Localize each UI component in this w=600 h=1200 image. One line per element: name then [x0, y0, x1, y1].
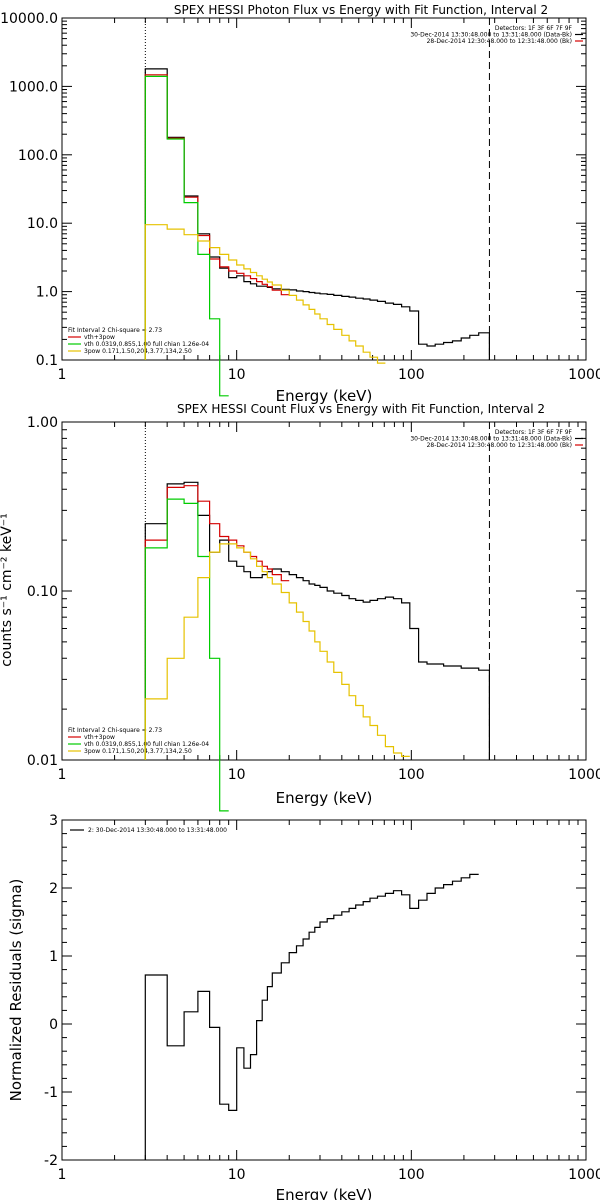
residuals-legend-top: 2: 30-Dec-2014 13:30:48.000 to 13:31:48.…: [70, 827, 227, 834]
photon-flux-series-data-bk: [144, 68, 490, 360]
photon-flux-xlabel: Energy (keV): [276, 387, 373, 405]
residuals-series-2-30-dec-2014-13-30-48-000-to-13-31-48-000: [144, 873, 479, 1160]
photon-flux-series-3pow: [144, 224, 386, 364]
photon-flux-ytick-label: 1.0: [36, 285, 58, 301]
count-flux-panel: SPEX HESSI Count Flux vs Energy with Fit…: [0, 402, 600, 812]
photon-flux-panel: SPEX HESSI Photon Flux vs Energy with Fi…: [0, 3, 600, 405]
residuals-ytick-label: 0: [49, 1017, 58, 1033]
residuals-xtick-label: 10: [228, 1167, 246, 1183]
residuals-marks: [144, 873, 479, 1160]
count-flux-series-vth: [144, 498, 229, 812]
count-flux-plot-frame: [61, 421, 587, 761]
residuals-xtick-label: 100: [398, 1167, 425, 1183]
residuals-ylabel: Normalized Residuals (sigma): [7, 879, 25, 1102]
photon-flux-ytick-label: 1000.0: [9, 79, 58, 95]
residuals-panel: Energy (keV) Normalized Residuals (sigma…: [7, 813, 600, 1200]
count-flux-xtick-label: 1000: [568, 767, 600, 783]
residuals-ytick-label: -1: [44, 1085, 58, 1101]
photon-flux-title: SPEX HESSI Photon Flux vs Energy with Fi…: [174, 3, 548, 17]
residuals-xtick-label: 1: [58, 1167, 67, 1183]
residuals-ticks: 1 10 100 1000 -2 -1 0 1 2 3: [44, 813, 600, 1183]
photon-flux-legend-top-text: 30-Dec-2014 13:30:48.000 to 13:31:48.000…: [410, 32, 572, 39]
photon-flux-ytick-label: 100.0: [18, 148, 58, 164]
photon-flux-legend-bottom-text: Fit Interval 2 Chi-square = 2.73: [68, 327, 162, 334]
count-flux-xtick-label: 10: [228, 767, 246, 783]
photon-flux-series-vth: [144, 75, 229, 397]
photon-flux-legend-bottom: Fit Interval 2 Chi-square = 2.73vth+3pow…: [68, 327, 209, 355]
residuals-legend-top-text: 2: 30-Dec-2014 13:30:48.000 to 13:31:48.…: [88, 827, 227, 834]
count-flux-ytick-label: 0.10: [27, 584, 58, 600]
residuals-xlabel: Energy (keV): [276, 1186, 373, 1200]
count-flux-legend-top-text: 30-Dec-2014 13:30:48.000 to 13:31:48.000…: [410, 436, 572, 443]
count-flux-legend-bottom-text: 3pow 0.171,1.50,204,3.77,134,2.50: [84, 748, 192, 755]
count-flux-ticks: 1 10 100 1000 0.01 0.10 1.00: [27, 415, 600, 783]
photon-flux-ticks: 1 10 100 1000 0.1 1.0 10.0 100.0 1000.0 10000.0: [0, 11, 600, 383]
residuals-plot-frame: [61, 819, 587, 1161]
residuals-ytick-label: 2: [49, 881, 58, 897]
count-flux-ytick-label: 1.00: [27, 415, 58, 431]
residuals-ytick-label: 1: [49, 949, 58, 965]
photon-flux-legend-bottom-text: vth 0.0319,0.855,1.00 full chian 1.26e-0…: [84, 341, 209, 348]
count-flux-series-3pow: [144, 543, 410, 760]
photon-flux-marks: [144, 18, 490, 397]
residuals-ytick-label: -2: [44, 1153, 58, 1169]
count-flux-legend-bottom-text: Fit Interval 2 Chi-square = 2.73: [68, 727, 162, 734]
photon-flux-legend-top-text: 28-Dec-2014 12:30:48.000 to 12:31:48.000…: [427, 38, 572, 45]
count-flux-legend-bottom-text: vth 0.0319,0.855,1.00 full chian 1.26e-0…: [84, 741, 209, 748]
photon-flux-legend-bottom-text: 3pow 0.171,1.50,204,3.77,134,2.50: [84, 348, 192, 355]
photon-flux-legend-bottom-text: vth+3pow: [84, 334, 115, 341]
count-flux-xtick-label: 1: [58, 767, 67, 783]
count-flux-ytick-label: 0.01: [27, 753, 58, 769]
count-flux-legend-top-text: Detectors: 1F 3F 6F 7F 9F: [495, 429, 573, 436]
residuals-ytick-label: 3: [49, 813, 58, 829]
count-flux-marks: [144, 422, 490, 812]
count-flux-ylabel: counts s⁻¹ cm⁻² keV⁻¹: [0, 513, 15, 667]
residuals-xtick-label: 1000: [568, 1167, 600, 1183]
photon-flux-xtick-label: 1000: [568, 367, 600, 383]
count-flux-legend-top-text: 28-Dec-2014 12:30:48.000 to 12:31:48.000…: [427, 442, 572, 449]
photon-flux-plot-frame: [61, 17, 587, 361]
photon-flux-ytick-label: 10000.0: [0, 11, 58, 27]
count-flux-legend-bottom-text: vth+3pow: [84, 734, 115, 741]
count-flux-title: SPEX HESSI Count Flux vs Energy with Fit…: [177, 402, 545, 416]
photon-flux-legend-top-text: Detectors: 1F 3F 6F 7F 9F: [495, 25, 573, 32]
photon-flux-ytick-label: 0.1: [36, 353, 58, 369]
photon-flux-xtick-label: 100: [398, 367, 425, 383]
count-flux-series-data-bk: [144, 481, 490, 760]
photon-flux-xtick-label: 1: [58, 367, 67, 383]
count-flux-legend-bottom: Fit Interval 2 Chi-square = 2.73vth+3pow…: [68, 727, 209, 755]
photon-flux-ytick-label: 10.0: [27, 216, 58, 232]
count-flux-xtick-label: 100: [398, 767, 425, 783]
photon-flux-xtick-label: 10: [228, 367, 246, 383]
count-flux-xlabel: Energy (keV): [276, 789, 373, 807]
